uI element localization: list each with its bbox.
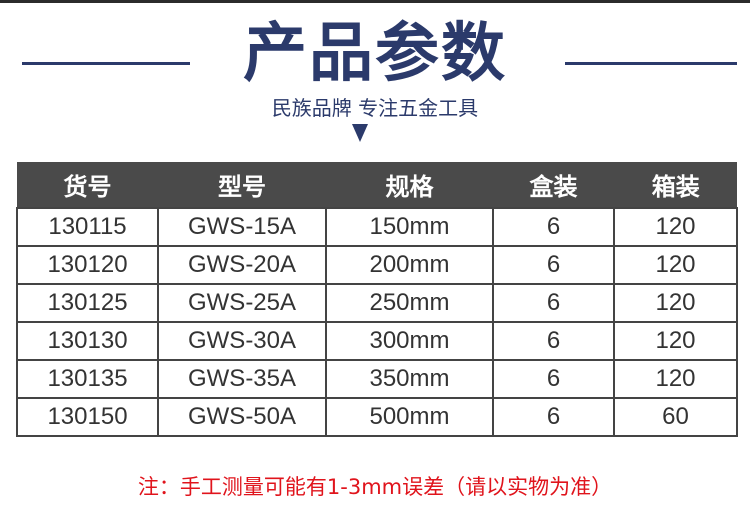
table-cell: 6	[492, 397, 615, 437]
table-cell: 6	[492, 321, 615, 361]
measurement-note: 注：手工测量可能有1-3mm误差（请以实物为准）	[137, 475, 613, 499]
table-cell: 6	[492, 245, 615, 285]
column-header: 盒装	[492, 162, 614, 208]
table-cell: 130135	[16, 359, 159, 399]
table-cell: 300mm	[325, 321, 494, 361]
table-cell: GWS-30A	[157, 321, 327, 361]
table-cell: 120	[613, 321, 738, 361]
title-divider-right	[565, 62, 737, 65]
table-cell: 130130	[16, 321, 159, 361]
top-strip	[0, 0, 750, 3]
table-cell: 130150	[16, 397, 159, 437]
column-header: 型号	[157, 162, 326, 208]
table-cell: GWS-35A	[157, 359, 327, 399]
table-cell: 120	[613, 283, 738, 323]
table-row: 130125 GWS-25A 250mm 6 120	[16, 283, 738, 323]
table-row: 130135 GWS-35A 350mm 6 120	[16, 359, 738, 399]
table-cell: GWS-25A	[157, 283, 327, 323]
table-row: 130120 GWS-20A 200mm 6 120	[16, 245, 738, 285]
page-title: 产品参数	[243, 17, 507, 91]
table-cell: 130125	[16, 283, 159, 323]
page-subtitle: 民族品牌 专注五金工具	[271, 96, 479, 120]
table-cell: GWS-15A	[157, 207, 327, 247]
table-cell: 120	[613, 245, 738, 285]
table-row: 130115 GWS-15A 150mm 6 120	[16, 207, 738, 247]
column-header: 规格	[325, 162, 493, 208]
chevron-down-icon	[352, 124, 368, 142]
table-cell: 120	[613, 359, 738, 399]
table-cell: 500mm	[325, 397, 494, 437]
table-cell: 130115	[16, 207, 159, 247]
column-header: 货号	[16, 162, 158, 208]
table-row: 130130 GWS-30A 300mm 6 120	[16, 321, 738, 361]
table-header-row: 货号 型号 规格 盒装 箱装	[16, 162, 737, 208]
table-cell: 350mm	[325, 359, 494, 399]
table-cell: 130120	[16, 245, 159, 285]
table-cell: 120	[613, 207, 738, 247]
table-cell: 150mm	[325, 207, 494, 247]
column-header: 箱装	[613, 162, 737, 208]
table-cell: 6	[492, 207, 615, 247]
table-row: 130150 GWS-50A 500mm 6 60	[16, 397, 738, 437]
table-cell: 60	[613, 397, 738, 437]
product-spec-table: 货号 型号 规格 盒装 箱装 130115 GWS-15A 150mm 6 120 130120 G…	[16, 162, 738, 437]
table-cell: GWS-20A	[157, 245, 327, 285]
title-divider-left	[22, 62, 190, 65]
table-cell: GWS-50A	[157, 397, 327, 437]
table-cell: 250mm	[325, 283, 494, 323]
table-cell: 6	[492, 283, 615, 323]
table-cell: 200mm	[325, 245, 494, 285]
table-cell: 6	[492, 359, 615, 399]
